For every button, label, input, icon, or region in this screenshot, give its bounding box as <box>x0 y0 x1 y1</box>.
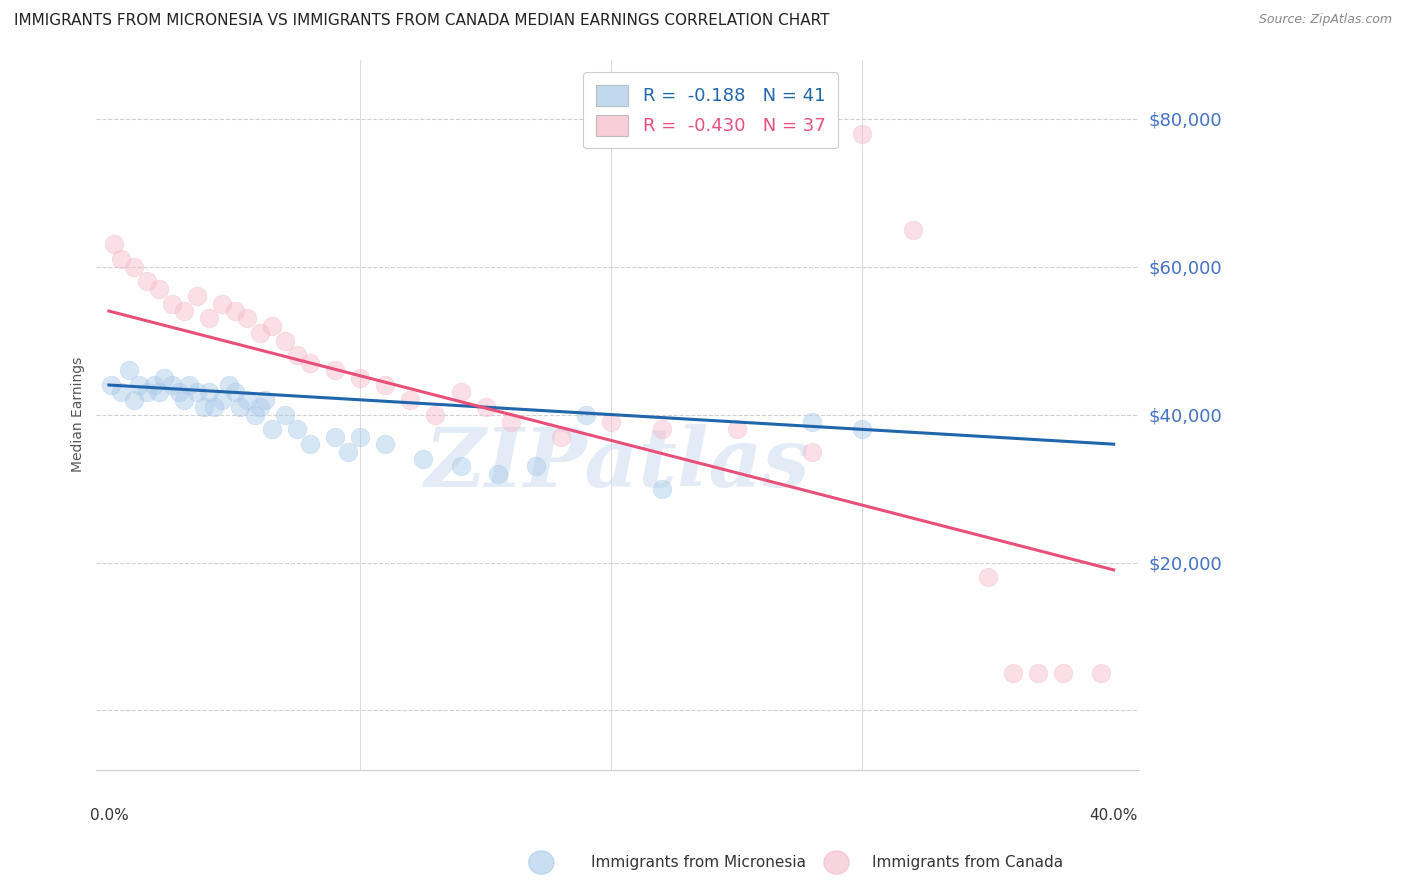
Point <box>186 385 208 400</box>
Point <box>198 385 221 400</box>
Text: IMMIGRANTS FROM MICRONESIA VS IMMIGRANTS FROM CANADA MEDIAN EARNINGS CORRELATION: IMMIGRANTS FROM MICRONESIA VS IMMIGRANTS… <box>14 13 830 29</box>
Point <box>901 223 924 237</box>
Point <box>249 326 271 341</box>
Point <box>977 570 1000 584</box>
Point <box>285 348 308 362</box>
Point <box>135 385 157 400</box>
Point <box>474 401 496 415</box>
Point <box>224 304 246 318</box>
Point <box>211 392 233 407</box>
Point <box>160 296 183 310</box>
Point <box>323 363 346 377</box>
Point <box>274 408 297 422</box>
Point <box>243 408 266 422</box>
Point <box>374 437 396 451</box>
Point <box>228 401 250 415</box>
Point <box>349 430 371 444</box>
Point <box>550 430 572 444</box>
Point <box>374 378 396 392</box>
Point <box>851 422 873 436</box>
Text: 0.0%: 0.0% <box>90 808 128 823</box>
Point <box>110 385 132 400</box>
Point <box>236 311 259 326</box>
Point <box>148 282 170 296</box>
Point <box>298 356 321 370</box>
Point <box>148 385 170 400</box>
Point <box>122 392 145 407</box>
Point <box>285 422 308 436</box>
Point <box>801 444 824 458</box>
Point <box>193 401 215 415</box>
Text: Immigrants from Micronesia: Immigrants from Micronesia <box>591 855 806 870</box>
Point <box>173 304 195 318</box>
Point <box>198 311 221 326</box>
Point <box>118 363 141 377</box>
Point <box>160 378 183 392</box>
Point <box>651 482 673 496</box>
Point <box>1026 666 1049 681</box>
Point <box>274 334 297 348</box>
Point <box>412 452 434 467</box>
Point <box>298 437 321 451</box>
Point <box>600 415 623 429</box>
Point <box>100 378 122 392</box>
Point <box>399 392 422 407</box>
Point <box>186 289 208 303</box>
Point <box>122 260 145 274</box>
Text: Source: ZipAtlas.com: Source: ZipAtlas.com <box>1258 13 1392 27</box>
Point <box>143 378 166 392</box>
Point <box>236 392 259 407</box>
Point <box>135 275 157 289</box>
Point <box>1052 666 1074 681</box>
Point <box>173 392 195 407</box>
Point <box>486 467 509 481</box>
Point <box>249 401 271 415</box>
Legend: R =  -0.188   N = 41, R =  -0.430   N = 37: R = -0.188 N = 41, R = -0.430 N = 37 <box>583 72 838 148</box>
Point <box>224 385 246 400</box>
Point <box>450 385 472 400</box>
Point <box>725 422 748 436</box>
Point <box>851 127 873 141</box>
Point <box>575 408 598 422</box>
Point <box>218 378 240 392</box>
Point <box>336 444 359 458</box>
Point <box>450 459 472 474</box>
Point <box>262 318 284 333</box>
Text: Immigrants from Canada: Immigrants from Canada <box>872 855 1063 870</box>
Point <box>425 408 447 422</box>
Point <box>128 378 150 392</box>
Point <box>253 392 276 407</box>
Point <box>211 296 233 310</box>
Point <box>179 378 201 392</box>
Point <box>499 415 522 429</box>
Point <box>153 370 176 384</box>
Text: 40.0%: 40.0% <box>1090 808 1137 823</box>
Point <box>167 385 190 400</box>
Point <box>110 252 132 267</box>
Point <box>103 237 125 252</box>
Point <box>1090 666 1112 681</box>
Text: ZIPatlas: ZIPatlas <box>425 425 810 504</box>
Point <box>323 430 346 444</box>
Point <box>524 459 547 474</box>
Y-axis label: Median Earnings: Median Earnings <box>72 357 86 472</box>
Point <box>651 422 673 436</box>
Point <box>349 370 371 384</box>
Point <box>801 415 824 429</box>
Point <box>202 401 225 415</box>
Point <box>1002 666 1025 681</box>
Point <box>262 422 284 436</box>
